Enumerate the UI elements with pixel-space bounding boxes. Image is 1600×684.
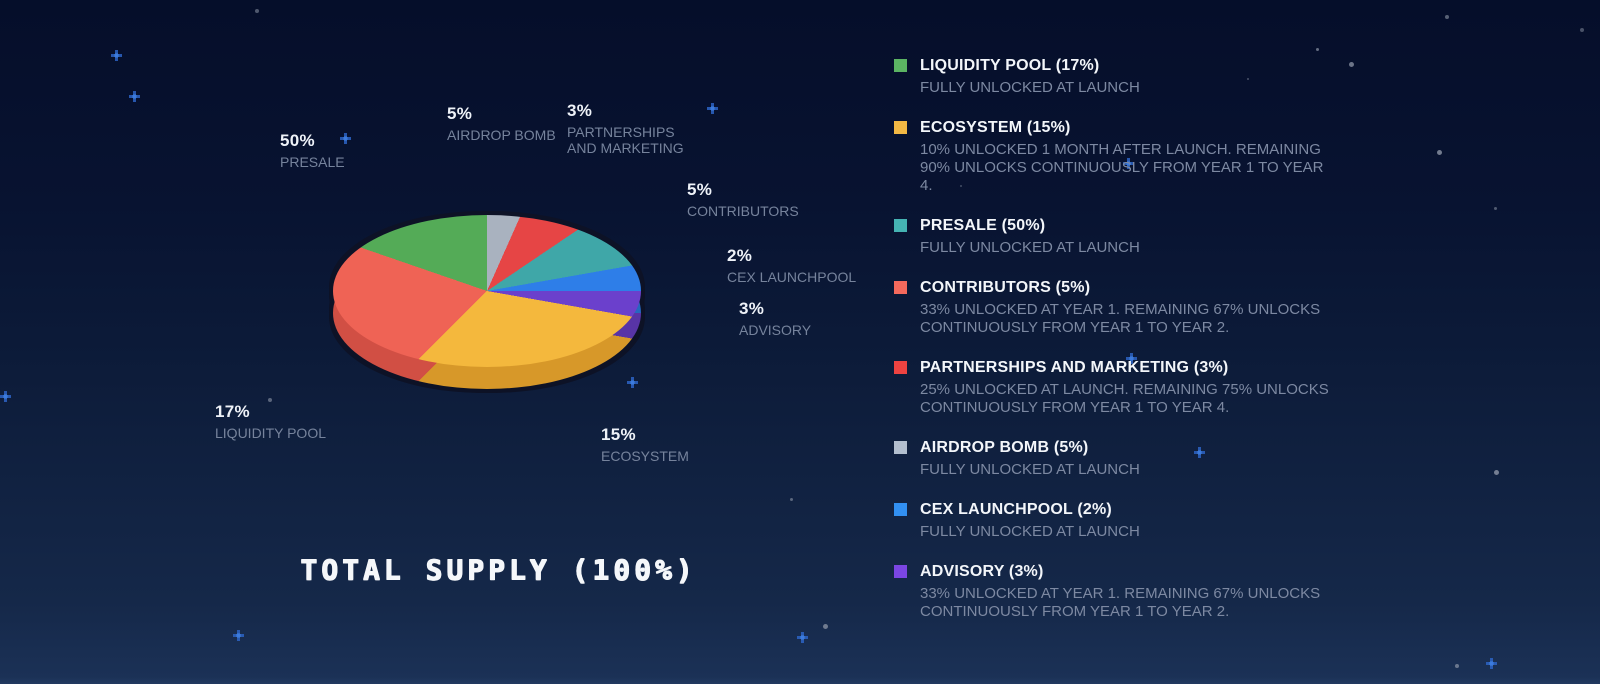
legend-item: CONTRIBUTORS (5%) 33% UNLOCKED AT YEAR 1.… (894, 279, 1364, 337)
callout-label: ECOSYSTEM (601, 448, 689, 464)
legend-description: FULLY UNLOCKED AT LAUNCH (920, 79, 1140, 96)
legend-swatch-icon (894, 361, 907, 374)
callout-percentage: 2% (727, 246, 753, 265)
legend-item: PARTNERSHIPS AND MARKETING (3%) 25% UNLOC… (894, 359, 1364, 417)
legend-swatch-icon (894, 219, 907, 232)
callout-percentage: 5% (687, 180, 713, 199)
callout-percentage: 3% (739, 299, 765, 318)
star-dot-icon (1437, 150, 1442, 155)
star-dot-icon (255, 9, 259, 13)
legend-text: ADVISORY (3%) 33% UNLOCKED AT YEAR 1. REM… (920, 563, 1332, 621)
callout-label: PARTNERSHIPS AND MARKETING (567, 124, 684, 156)
star-dot-icon (1455, 664, 1459, 668)
star-dot-icon (960, 185, 962, 187)
legend-title: PRESALE (50%) (920, 217, 1046, 234)
pie-callout: 17% LIQUIDITY POOL (215, 402, 326, 441)
star-sparkle-icon (797, 632, 808, 643)
callout-label: AIRDROP BOMB (447, 127, 556, 143)
legend-title: CEX LAUNCHPOOL (2%) (920, 501, 1112, 518)
pie-callout: 5% CONTRIBUTORS (687, 180, 799, 219)
star-dot-icon (823, 624, 828, 629)
page-title: TOTAL SUPPLY (100%) (300, 553, 697, 586)
legend-description: 33% UNLOCKED AT YEAR 1. REMAINING 67% UN… (920, 301, 1321, 336)
star-dot-icon (1247, 78, 1249, 80)
legend-item: CEX LAUNCHPOOL (2%) FULLY UNLOCKED AT LAU… (894, 501, 1364, 541)
star-dot-icon (1494, 470, 1499, 475)
pie-callout: 3% PARTNERSHIPS AND MARKETING (567, 101, 699, 156)
star-sparkle-icon (1126, 353, 1137, 364)
legend-swatch-icon (894, 59, 907, 72)
legend-description: FULLY UNLOCKED AT LAUNCH (920, 239, 1140, 256)
star-dot-icon (1349, 62, 1354, 67)
legend-item: LIQUIDITY POOL (17%) FULLY UNLOCKED AT LA… (894, 57, 1364, 97)
legend-title: CONTRIBUTORS (5%) (920, 279, 1091, 296)
star-sparkle-icon (1194, 447, 1205, 458)
star-sparkle-icon (129, 91, 140, 102)
legend-text: PARTNERSHIPS AND MARKETING (3%) 25% UNLOC… (920, 359, 1332, 417)
star-dot-icon (1445, 15, 1449, 19)
pie-callout: 50% PRESALE (280, 131, 345, 170)
callout-percentage: 3% (567, 101, 593, 120)
legend-text: CONTRIBUTORS (5%) 33% UNLOCKED AT YEAR 1.… (920, 279, 1332, 337)
legend-text: CEX LAUNCHPOOL (2%) FULLY UNLOCKED AT LAU… (920, 501, 1332, 541)
legend-title: ECOSYSTEM (15%) (920, 119, 1071, 136)
legend-title: LIQUIDITY POOL (17%) (920, 57, 1100, 74)
pie-chart (333, 215, 641, 389)
star-sparkle-icon (340, 133, 351, 144)
star-sparkle-icon (0, 391, 11, 402)
callout-label: PRESALE (280, 154, 345, 170)
callout-label: ADVISORY (739, 322, 812, 338)
pie-callout: 2% CEX LAUNCHPOOL (727, 246, 856, 285)
pie-callout: 3% ADVISORY (739, 299, 811, 338)
star-sparkle-icon (1123, 158, 1134, 169)
star-sparkle-icon (111, 50, 122, 61)
star-sparkle-icon (1486, 658, 1497, 669)
legend-text: PRESALE (50%) FULLY UNLOCKED AT LAUNCH (920, 217, 1332, 257)
legend-text: AIRDROP BOMB (5%) FULLY UNLOCKED AT LAUNC… (920, 439, 1332, 479)
legend-item: AIRDROP BOMB (5%) FULLY UNLOCKED AT LAUNC… (894, 439, 1364, 479)
callout-percentage: 50% (280, 131, 315, 150)
pie-callout: 5% AIRDROP BOMB (447, 104, 556, 143)
legend: LIQUIDITY POOL (17%) FULLY UNLOCKED AT LA… (894, 57, 1364, 643)
legend-swatch-icon (894, 565, 907, 578)
legend-description: FULLY UNLOCKED AT LAUNCH (920, 523, 1140, 540)
legend-text: LIQUIDITY POOL (17%) FULLY UNLOCKED AT LA… (920, 57, 1332, 97)
legend-title: PARTNERSHIPS AND MARKETING (3%) (920, 359, 1229, 376)
star-dot-icon (1580, 28, 1584, 32)
legend-description: 10% UNLOCKED 1 MONTH AFTER LAUNCH. REMAI… (920, 141, 1324, 194)
legend-item: PRESALE (50%) FULLY UNLOCKED AT LAUNCH (894, 217, 1364, 257)
legend-item: ADVISORY (3%) 33% UNLOCKED AT YEAR 1. REM… (894, 563, 1364, 621)
star-dot-icon (1316, 48, 1319, 51)
star-dot-icon (268, 398, 272, 402)
callout-percentage: 17% (215, 402, 250, 421)
star-sparkle-icon (627, 377, 638, 388)
pie-top-face (333, 215, 641, 367)
callout-percentage: 15% (601, 425, 636, 444)
star-dot-icon (1494, 207, 1497, 210)
legend-title: ADVISORY (3%) (920, 563, 1044, 580)
legend-text: ECOSYSTEM (15%) 10% UNLOCKED 1 MONTH AFTE… (920, 119, 1332, 195)
star-sparkle-icon (233, 630, 244, 641)
callout-label: CEX LAUNCHPOOL (727, 269, 857, 285)
legend-swatch-icon (894, 281, 907, 294)
star-sparkle-icon (707, 103, 718, 114)
callout-percentage: 5% (447, 104, 473, 123)
legend-description: 25% UNLOCKED AT LAUNCH. REMAINING 75% UN… (920, 381, 1329, 416)
legend-description: FULLY UNLOCKED AT LAUNCH (920, 461, 1140, 478)
star-dot-icon (790, 498, 793, 501)
legend-swatch-icon (894, 121, 907, 134)
legend-swatch-icon (894, 441, 907, 454)
legend-title: AIRDROP BOMB (5%) (920, 439, 1089, 456)
legend-swatch-icon (894, 503, 907, 516)
callout-label: LIQUIDITY POOL (215, 425, 326, 441)
callout-label: CONTRIBUTORS (687, 203, 799, 219)
legend-description: 33% UNLOCKED AT YEAR 1. REMAINING 67% UN… (920, 585, 1321, 620)
pie-callout: 15% ECOSYSTEM (601, 425, 689, 464)
legend-item: ECOSYSTEM (15%) 10% UNLOCKED 1 MONTH AFTE… (894, 119, 1364, 195)
